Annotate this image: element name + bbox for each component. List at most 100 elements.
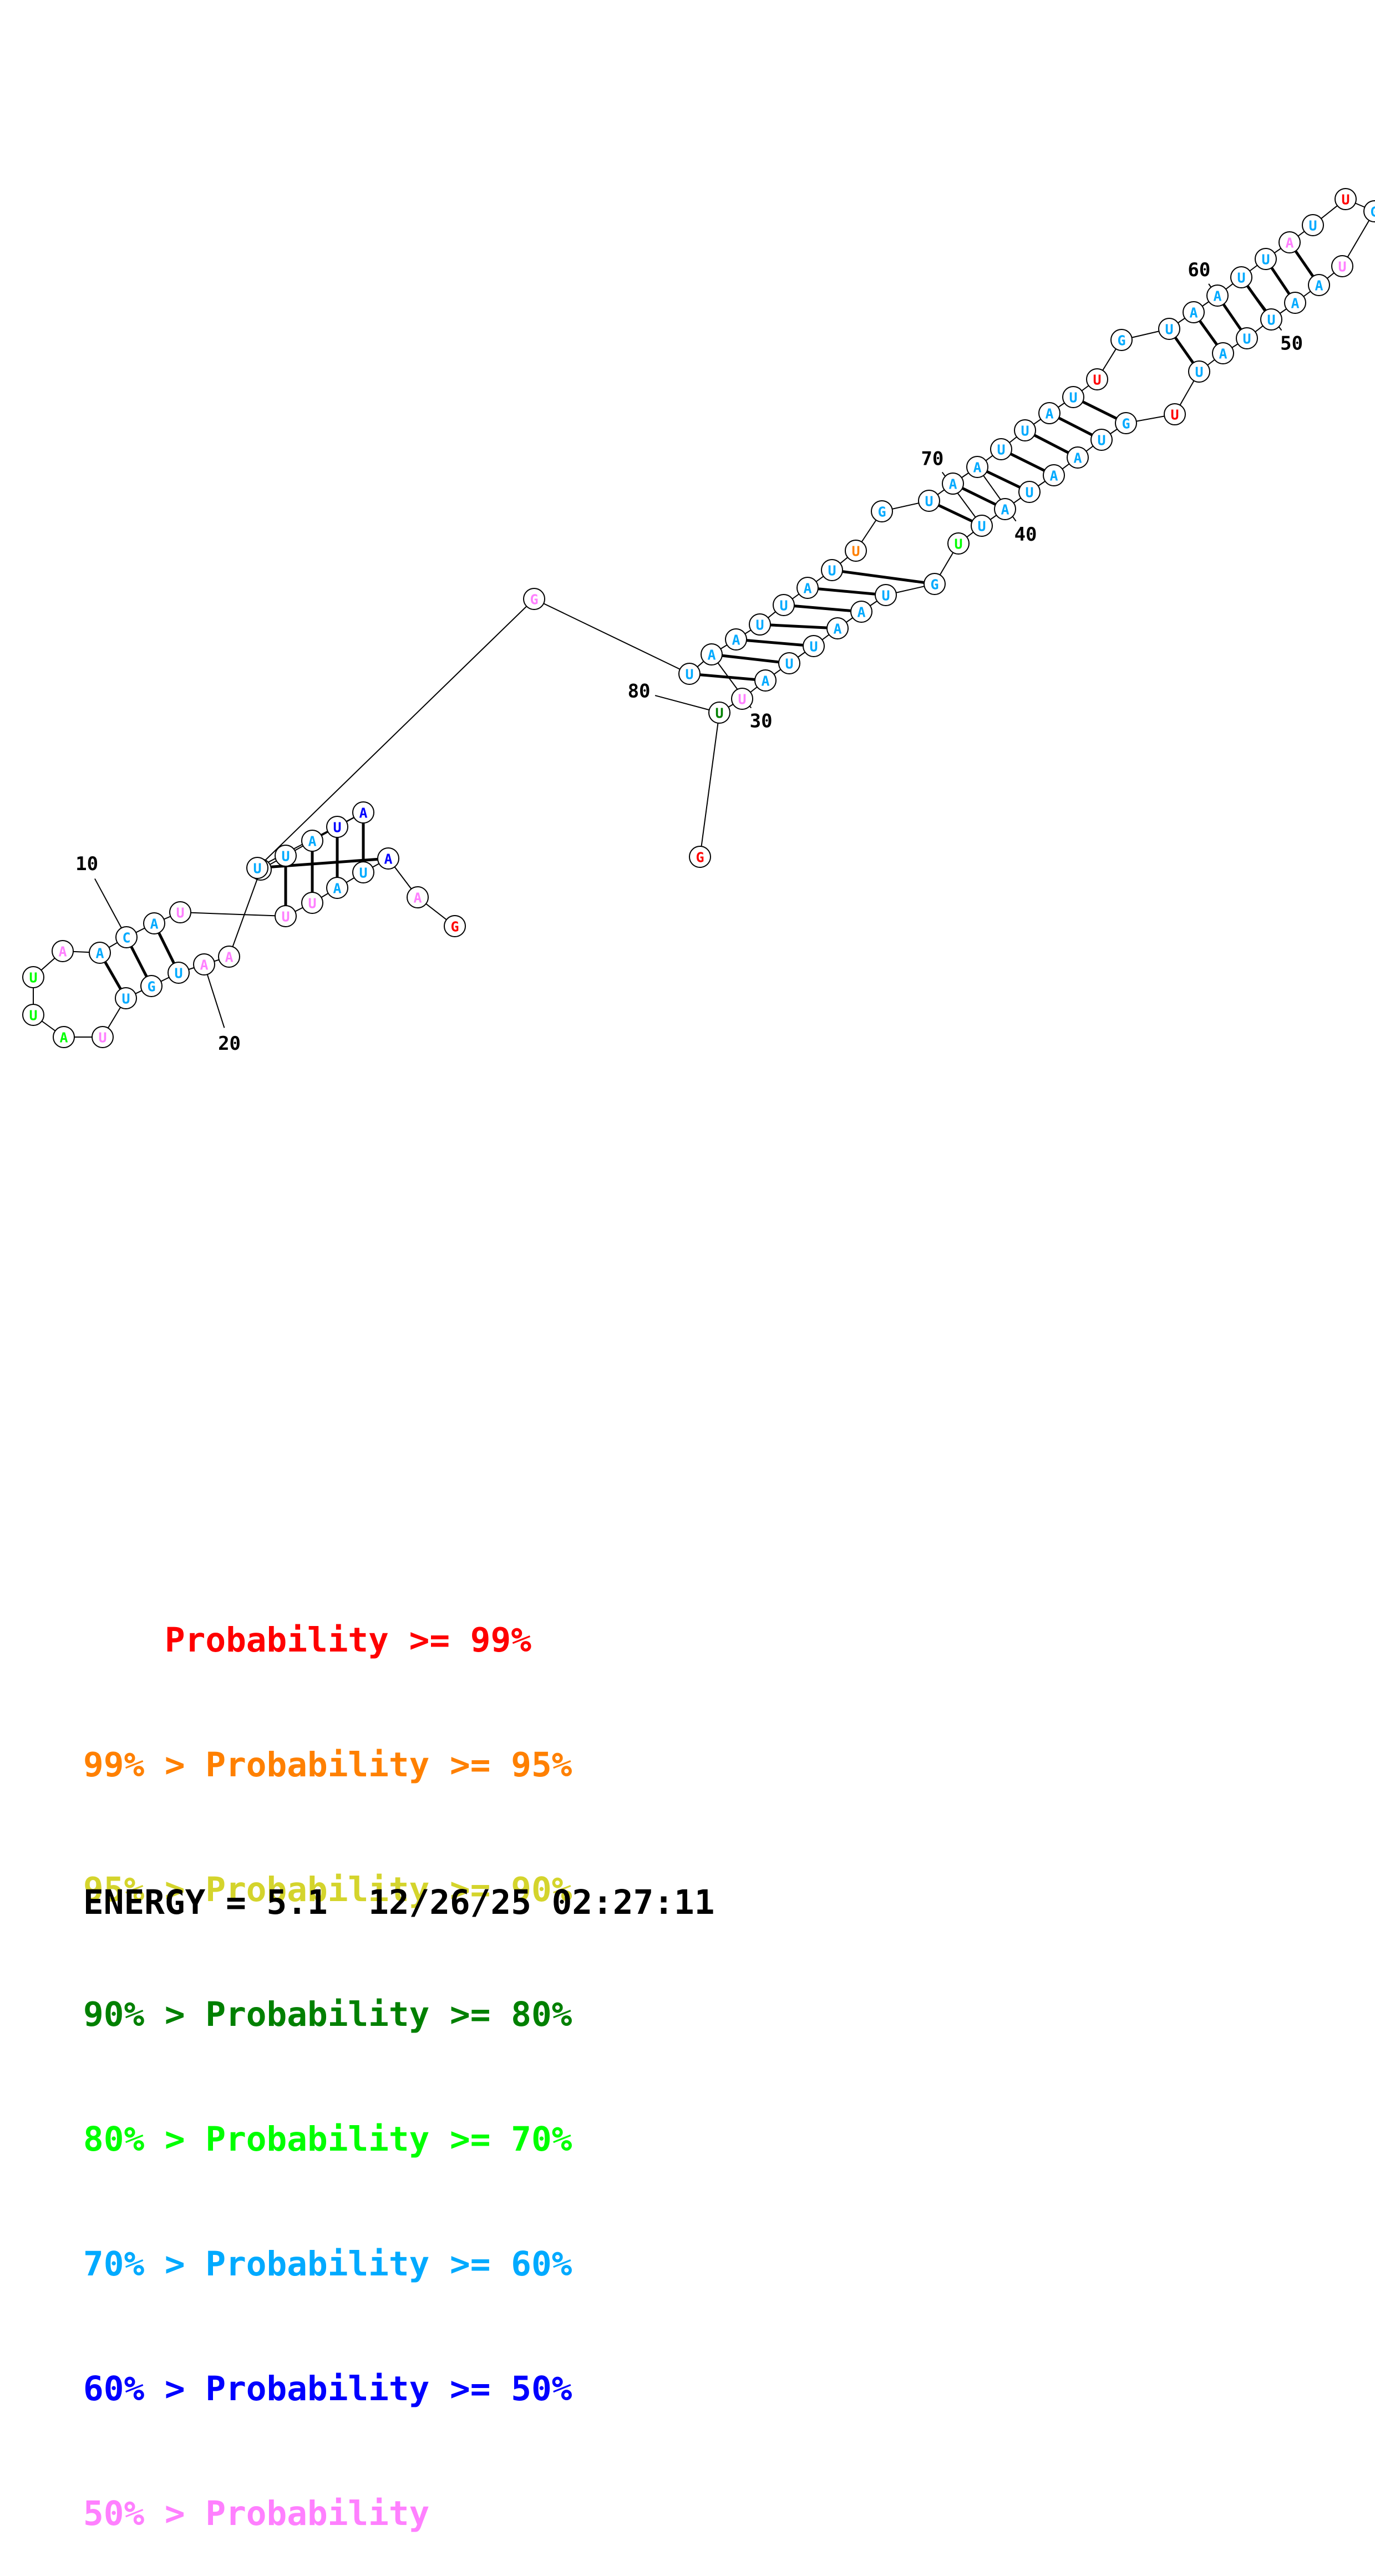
nucleotide-node	[1164, 403, 1186, 425]
nucleotide-letter: U	[1237, 270, 1245, 286]
nucleotide-letter: U	[359, 865, 367, 881]
nucleotide-letter: U	[954, 536, 962, 552]
nucleotide-node	[1067, 446, 1089, 469]
nucleotide-letter: U	[174, 966, 182, 982]
nucleotide-node	[871, 500, 893, 522]
nucleotide-node	[326, 816, 348, 838]
nucleotide-node	[1090, 429, 1113, 451]
nucleotide-node	[678, 663, 701, 685]
nucleotide-node	[1255, 248, 1277, 270]
legend-row: 80% > Probability >= 70%	[83, 2118, 572, 2160]
nucleotide-node	[275, 845, 297, 867]
base-pair-bond	[831, 568, 935, 586]
nucleotide-node	[301, 830, 323, 852]
nucleotide-letter: A	[1001, 502, 1009, 518]
nucleotide-letter: A	[1315, 278, 1323, 294]
legend-text: Probability >= 50%	[205, 2369, 572, 2409]
nucleotide-node	[924, 573, 946, 595]
nucleotide-letter: U	[828, 563, 836, 579]
nucleotide-node	[1308, 274, 1330, 296]
nucleotide-letter: U	[685, 667, 693, 683]
nucleotide-node	[407, 886, 429, 908]
backbone-segment	[534, 598, 690, 674]
nucleotide-letter: A	[1219, 346, 1227, 362]
legend-row: 99% > Probability >= 95%	[83, 1744, 572, 1786]
nucleotide-node	[523, 588, 545, 610]
nucleotide-letter: U	[785, 656, 793, 672]
nucleotide-letter: G	[1370, 204, 1375, 220]
legend-text: Probability	[205, 2494, 430, 2533]
nucleotide-letter: A	[1073, 450, 1082, 466]
nucleotide-letter: U	[98, 1030, 106, 1046]
legend-row: 60% > Probability >= 50%	[83, 2368, 572, 2410]
nucleotide-node	[1014, 419, 1036, 441]
legend-row: 50% > Probability	[83, 2493, 572, 2534]
nucleotide-node	[352, 861, 374, 883]
nucleotide-node	[708, 702, 730, 724]
nucleotide-letter: U	[1338, 259, 1346, 275]
nucleotide-node	[1018, 481, 1041, 503]
nucleotide-node	[377, 847, 399, 870]
nucleotide-node	[796, 577, 819, 599]
nucleotide-node	[754, 669, 777, 692]
nucleotide-node	[1110, 329, 1133, 351]
nucleotides: GAAUAUUUACAAUUAUUGUAAUUAUAUGUAAUUAUUGUAA…	[22, 188, 1375, 1048]
legend-prefix: 70% >	[83, 2244, 206, 2284]
index-label: 60	[1188, 259, 1210, 281]
energy-timestamp: ENERGY = 5.1 12/26/25 02:27:11	[83, 1883, 715, 1922]
nucleotide-node	[731, 688, 753, 710]
nucleotide-node	[53, 1026, 75, 1048]
nucleotide-letter: U	[281, 909, 290, 925]
nucleotide-node	[92, 1026, 114, 1048]
nucleotide-node	[326, 877, 348, 899]
nucleotide-letter: U	[1261, 252, 1270, 268]
nucleotide-node	[803, 635, 825, 657]
nucleotide-node	[918, 490, 940, 512]
index-tick	[204, 964, 225, 1028]
legend-row: 90% > Probability >= 80%	[83, 1994, 572, 2035]
nucleotide-letter: U	[715, 705, 723, 722]
nucleotide-node	[218, 946, 240, 968]
base-pair-bond	[735, 638, 814, 648]
nucleotide-letter: G	[147, 979, 155, 995]
nucleotide-node	[1260, 308, 1282, 331]
nucleotide-letter: U	[1170, 407, 1179, 423]
nucleotide-letter: A	[150, 916, 158, 932]
legend-prefix	[83, 1620, 165, 1660]
nucleotide-letter: A	[732, 632, 740, 648]
index-label: 70	[921, 448, 943, 470]
nucleotide-letter: A	[359, 805, 367, 821]
nucleotide-node	[168, 962, 190, 984]
nucleotide-letter: A	[225, 949, 233, 966]
nucleotide-node	[990, 438, 1012, 460]
nucleotide-letter: U	[29, 1008, 37, 1024]
probability-legend: Probability >= 99% 99% > Probability >= …	[83, 1536, 572, 2576]
nucleotide-node	[1206, 284, 1229, 307]
nucleotide-node	[193, 953, 215, 975]
nucleotide-node	[701, 643, 723, 665]
nucleotide-letter: C	[122, 930, 130, 946]
nucleotide-node	[1188, 360, 1210, 383]
nucleotide-node	[850, 601, 872, 623]
nucleotide-letter: U	[738, 692, 746, 708]
nucleotide-letter: U	[881, 588, 890, 604]
base-pair-bond	[689, 672, 766, 682]
nucleotide-node	[1038, 402, 1061, 424]
legend-text: Probability >= 70%	[205, 2120, 572, 2159]
nucleotide-letter: G	[1122, 416, 1130, 432]
nucleotide-letter: U	[925, 494, 933, 510]
nucleotide-letter: U	[176, 905, 184, 921]
nucleotide-letter: A	[58, 944, 67, 960]
legend-prefix: 99% >	[83, 1745, 206, 1785]
nucleotide-letter: U	[1242, 331, 1251, 347]
nucleotide-node	[352, 801, 374, 824]
nucleotide-node	[1278, 231, 1301, 253]
nucleotide-letter: G	[877, 504, 886, 520]
nucleotide-node	[22, 966, 44, 988]
nucleotide-node	[845, 540, 867, 562]
index-label: 80	[628, 680, 651, 702]
nucleotide-letter: A	[1045, 406, 1053, 422]
nucleotide-letter: U	[977, 519, 986, 535]
nucleotide-node	[725, 628, 747, 651]
legend-prefix: 80% >	[83, 2120, 206, 2159]
